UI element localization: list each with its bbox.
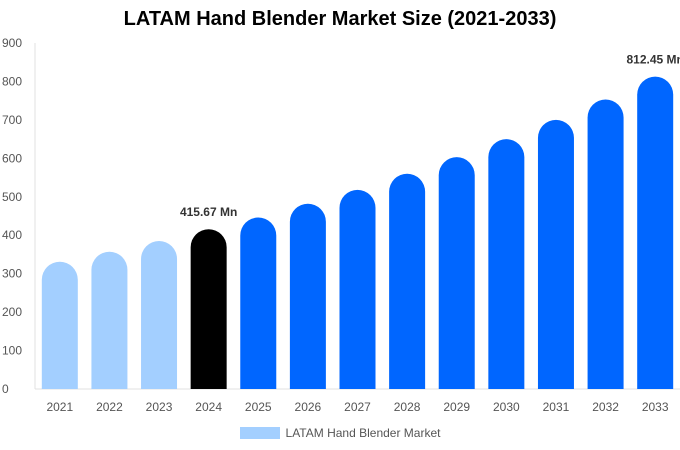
x-tick-label: 2023 bbox=[146, 400, 173, 414]
y-tick-label: 0 bbox=[2, 382, 9, 396]
legend-swatch bbox=[239, 427, 280, 439]
bar-2022 bbox=[91, 251, 128, 389]
legend: LATAM Hand Blender Market bbox=[0, 426, 680, 440]
x-tick-label: 2029 bbox=[443, 400, 470, 414]
x-tick-label: 2033 bbox=[642, 400, 669, 414]
bar-2021 bbox=[41, 261, 78, 389]
chart-title: LATAM Hand Blender Market Size (2021-203… bbox=[123, 8, 557, 30]
x-tick-label: 2022 bbox=[96, 400, 123, 414]
y-tick-label: 600 bbox=[2, 151, 22, 165]
x-tick-label: 2026 bbox=[295, 400, 322, 414]
x-tick-label: 2031 bbox=[543, 400, 570, 414]
bar-2030 bbox=[488, 139, 525, 389]
legend-label: LATAM Hand Blender Market bbox=[285, 426, 441, 440]
x-tick-label: 2025 bbox=[245, 400, 272, 414]
x-tick-label: 2028 bbox=[394, 400, 421, 414]
bar-2032 bbox=[587, 99, 624, 389]
x-tick-label: 2024 bbox=[195, 400, 222, 414]
y-tick-label: 700 bbox=[2, 113, 22, 127]
x-tick-label: 2030 bbox=[493, 400, 520, 414]
data-label-2033: 812.45 Mn bbox=[627, 53, 680, 67]
bar-2026 bbox=[289, 203, 326, 389]
x-tick-label: 2021 bbox=[46, 400, 73, 414]
bar-2029 bbox=[438, 157, 475, 389]
data-label-2024: 415.67 Mn bbox=[180, 205, 237, 219]
bar-2025 bbox=[240, 217, 277, 389]
bar-2031 bbox=[537, 119, 574, 389]
y-tick-label: 500 bbox=[2, 190, 22, 204]
bar-2023 bbox=[141, 241, 178, 389]
x-tick-label: 2027 bbox=[344, 400, 371, 414]
x-tick-label: 2032 bbox=[592, 400, 619, 414]
y-tick-label: 800 bbox=[2, 74, 22, 88]
bar-2024 bbox=[190, 229, 227, 389]
y-tick-label: 300 bbox=[2, 267, 22, 281]
bar-2028 bbox=[389, 173, 426, 389]
y-tick-label: 200 bbox=[2, 305, 22, 319]
y-tick-label: 400 bbox=[2, 228, 22, 242]
y-tick-label: 900 bbox=[2, 36, 22, 50]
bar-2027 bbox=[339, 189, 376, 389]
y-tick-label: 100 bbox=[2, 344, 22, 358]
bar-2033 bbox=[637, 76, 674, 389]
